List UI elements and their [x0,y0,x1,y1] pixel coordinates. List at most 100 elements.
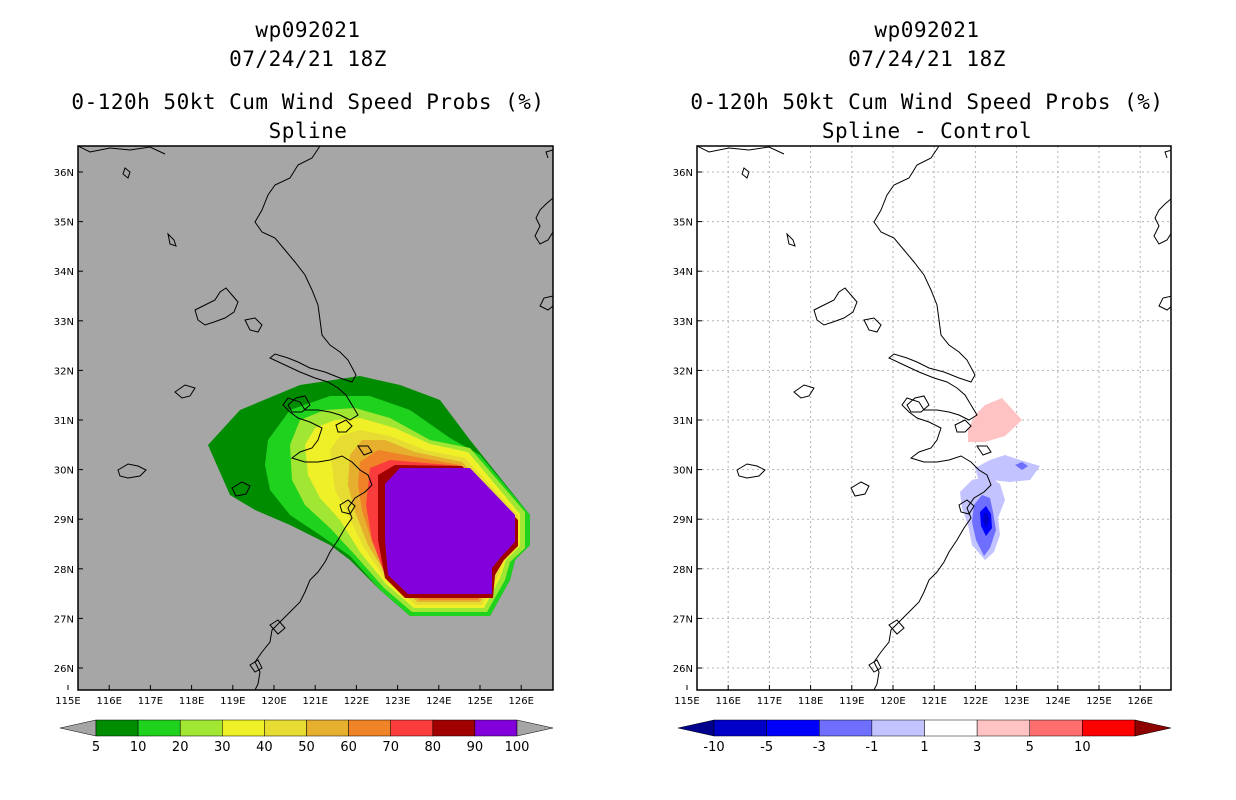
left-lat-label: 34N [54,267,74,278]
left-lat-label: 30N [54,466,74,477]
left-lon-label: 116E [96,696,121,707]
left-map-panel: 115E 116E 117E 118E 119E 120E 121E 122E 123E 124E… [54,145,554,707]
right-lon-label: 120E [880,696,905,707]
left-lat-label: 32N [54,366,74,377]
left-lat-label: 29N [54,515,74,526]
left-colorbar-swatch [432,719,476,737]
left-title-storm-id: wp092021 [255,18,361,42]
right-lon-label: 118E [798,696,823,707]
left-colorbar-label: 80 [425,740,442,755]
right-lat-label: 29N [673,515,693,526]
right-colorbar-label: 3 [973,740,981,755]
left-lon-label: 120E [261,696,286,707]
right-gridlines [697,146,1172,690]
left-colorbar-label: 10 [130,740,147,755]
left-colorbar-label: 5 [92,740,100,755]
right-colorbar-swatch [1082,719,1136,737]
right-colorbar-swatch [924,719,978,737]
right-title-product: 0-120h 50kt Cum Wind Speed Probs (%) [690,90,1164,114]
right-title-method: Spline - Control [821,119,1033,143]
left-colorbar-swatch [222,719,265,737]
left-lon-label: 115E [55,696,80,707]
right-lat-label: 33N [673,317,693,328]
right-lon-label: 115E [674,696,699,707]
right-lon-label: 119E [839,696,864,707]
diff-negative-10 [983,512,989,528]
right-lat-label: 31N [673,416,693,427]
right-colorbar-swatch [766,719,820,737]
right-colorbar-label: 1 [920,740,928,755]
left-lat-label: 36N [54,168,74,179]
left-colorbar-swatch [348,719,391,737]
left-lat-label: 28N [54,565,74,576]
right-colorbar-under [677,719,715,737]
right-colorbar-label: -3 [813,740,826,755]
right-axis-ticks: 115E 116E 117E 118E 119E 120E 121E 122E 123E 124E… [673,168,1153,707]
right-colorbar-swatch [976,719,1030,737]
right-colorbar-over [1134,719,1172,737]
left-colorbar-swatch [306,719,349,737]
left-colorbar-label: 60 [340,740,357,755]
right-title-storm-id: wp092021 [874,18,980,42]
right-colorbar-label: -1 [865,740,878,755]
right-colorbar-label: 10 [1074,740,1091,755]
right-map-panel: 115E 116E 117E 118E 119E 120E 121E 122E 123E 124E… [673,145,1172,707]
left-title-method: Spline [268,119,348,143]
right-colorbar-label: -5 [760,740,773,755]
right-title: wp092021 07/24/21 18Z 0-120h 50kt Cum Wi… [638,16,1216,146]
left-colorbar-swatch [179,719,223,737]
left-axis-ticks: 115E 116E 117E 118E 119E 120E 121E 122E 123E 124E… [54,168,534,707]
left-colorbar-over [516,719,554,737]
left-lon-label: 125E [467,696,492,707]
left-lat-label: 33N [54,317,74,328]
left-lat-label: 35N [54,218,74,229]
right-lat-label: 35N [673,218,693,229]
diff-negative-1-3-east [975,455,1040,482]
left-colorbar-swatch [137,719,181,737]
left-lon-label: 126E [508,696,533,707]
left-lon-label: 122E [344,696,369,707]
right-colorbar-swatch [819,719,873,737]
left-lon-label: 124E [426,696,451,707]
left-colorbar: 5 10 20 30 40 50 60 70 80 90 100 [59,719,554,755]
right-lon-label: 116E [715,696,740,707]
left-lat-label: 31N [54,416,74,427]
left-colorbar-swatch [264,719,307,737]
right-lat-label: 26N [673,664,693,675]
left-colorbar-label: 50 [298,740,315,755]
diff-negative-3-5-east [1015,462,1028,470]
right-lon-label: 125E [1086,696,1111,707]
right-colorbar-label: -10 [703,740,724,755]
right-lon-label: 117E [757,696,782,707]
right-lat-label: 27N [673,614,693,625]
right-lon-label: 122E [963,696,988,707]
left-colorbar-label: 70 [382,740,399,755]
right-lon-label: 123E [1004,696,1029,707]
left-lon-label: 117E [138,696,163,707]
left-lon-label: 118E [179,696,204,707]
right-lat-label: 32N [673,366,693,377]
left-lat-label: 27N [54,614,74,625]
right-lat-label: 28N [673,565,693,576]
right-colorbar: -10 -5 -3 -1 1 3 5 10 [677,719,1172,755]
left-title-product: 0-120h 50kt Cum Wind Speed Probs (%) [71,90,545,114]
right-colorbar-label: 5 [1026,740,1034,755]
left-colorbar-under [59,719,97,737]
left-colorbar-swatch [474,719,518,737]
right-title-datetime: 07/24/21 18Z [848,47,1006,71]
right-lat-label: 30N [673,466,693,477]
left-colorbar-label: 100 [505,740,530,755]
right-colorbar-swatch [1029,719,1083,737]
right-lon-label: 126E [1127,696,1152,707]
left-lon-label: 119E [220,696,245,707]
left-title: wp092021 07/24/21 18Z 0-120h 50kt Cum Wi… [20,16,596,146]
left-probability-contours [78,146,553,690]
right-lon-label: 121E [921,696,946,707]
right-colorbar-swatch [871,719,925,737]
right-lat-label: 34N [673,267,693,278]
left-colorbar-swatch [95,719,139,737]
left-lon-label: 123E [385,696,410,707]
diff-positive-1-3 [968,398,1022,442]
left-lon-label: 121E [302,696,327,707]
